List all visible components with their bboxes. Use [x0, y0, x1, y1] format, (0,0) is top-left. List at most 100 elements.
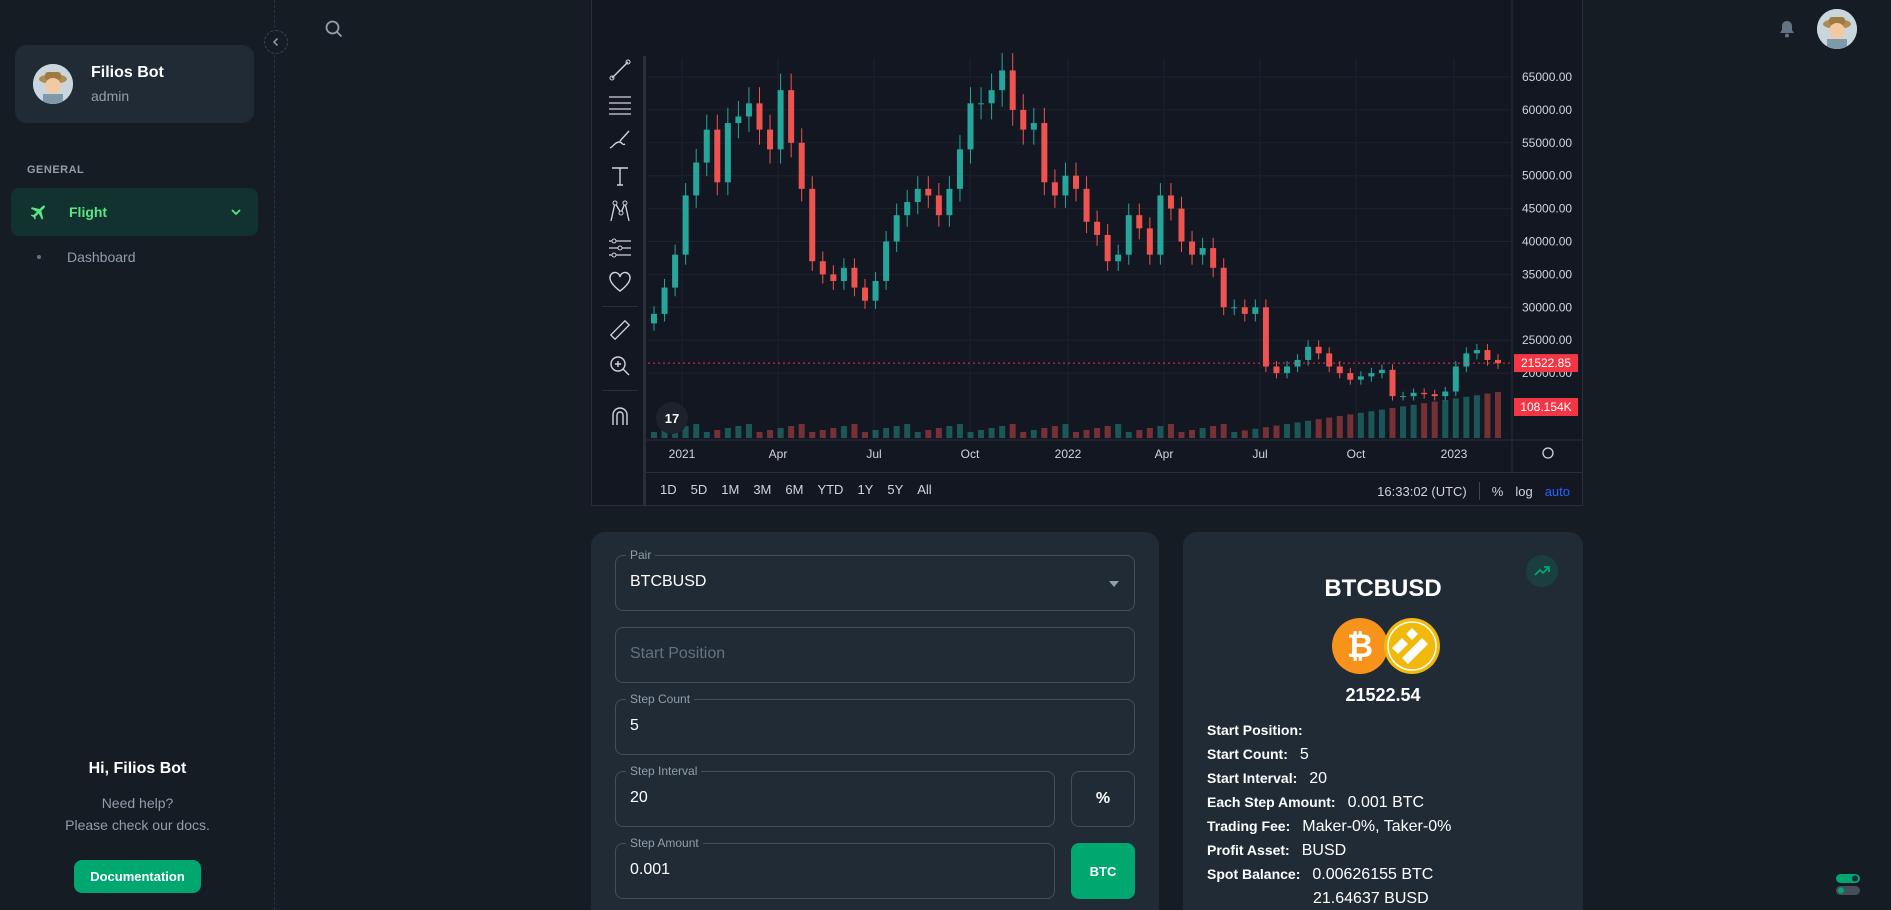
volume-bar [745, 424, 752, 438]
volume-bar [978, 430, 985, 438]
range-5d-button[interactable]: 5D [690, 482, 708, 497]
sidebar: Filios Bot admin GENERAL Flight Dashboar… [0, 0, 275, 910]
candle-body [1073, 175, 1079, 189]
candle-body [1305, 346, 1312, 360]
text-tool-icon[interactable] [606, 162, 634, 190]
range-6m-button[interactable]: 6M [785, 482, 804, 497]
volume-bar [914, 432, 921, 438]
candle-body [1231, 307, 1238, 309]
volume-bar [935, 428, 942, 438]
prediction-icon[interactable] [606, 234, 634, 262]
volume-bar [1284, 424, 1290, 438]
collapse-sidebar-button[interactable] [264, 30, 288, 54]
auto-scale-toggle[interactable]: auto [1544, 483, 1570, 499]
volume-bar [1041, 428, 1048, 438]
pattern-icon[interactable] [606, 198, 634, 226]
row-key: Start Position: [1207, 722, 1303, 738]
candle-body [661, 287, 668, 314]
brush-icon[interactable] [606, 126, 634, 154]
step-interval-input[interactable]: Step Interval 20 [615, 764, 1055, 827]
candle-body [1484, 350, 1491, 360]
pair-select[interactable]: Pair BTCBUSD [615, 548, 1135, 611]
candle-body [1104, 234, 1111, 262]
volume-bar [830, 428, 837, 438]
candle-body [1495, 359, 1501, 364]
ruler-icon[interactable] [606, 316, 634, 344]
step-count-input[interactable]: Step Count 5 [615, 692, 1135, 755]
settings-toggle-icon[interactable] [1830, 866, 1866, 902]
range-all-button[interactable]: All [917, 482, 932, 497]
candle-body [1410, 392, 1417, 397]
sidebar-item-flight[interactable]: Flight [11, 188, 258, 236]
zoom-in-icon[interactable] [606, 352, 634, 380]
volume-bar [1495, 392, 1501, 438]
volume-bar [693, 424, 700, 438]
documentation-button[interactable]: Documentation [74, 860, 201, 893]
bell-icon[interactable] [1777, 19, 1797, 39]
volume-bar [798, 424, 805, 438]
percent-scale-toggle[interactable]: % [1491, 483, 1504, 499]
candle-body [756, 103, 763, 130]
range-1d-button[interactable]: 1D [660, 482, 677, 497]
range-ytd-button[interactable]: YTD [817, 482, 844, 497]
sidebar-item-dashboard[interactable]: Dashboard [37, 249, 136, 265]
volume-bar [1178, 432, 1185, 438]
log-scale-toggle[interactable]: log [1515, 483, 1533, 499]
magnet-icon[interactable] [606, 402, 634, 430]
volume-bar [724, 428, 731, 438]
help-text: Need help? Please check our docs. [0, 792, 275, 836]
user-name: Filios Bot [91, 64, 164, 81]
volume-bar [1051, 426, 1058, 438]
volume-bar [1473, 395, 1480, 438]
volume-bar [1463, 396, 1470, 438]
range-3m-button[interactable]: 3M [753, 482, 772, 497]
price-chart[interactable]: 65000.00 60000.00 55000.00 50000.00 45000.00… [591, 0, 1583, 506]
row-value: 0.001 BTC [1347, 794, 1425, 811]
row-value: 5 [1299, 746, 1309, 763]
range-1y-button[interactable]: 1Y [857, 482, 874, 497]
volume-bar [1442, 400, 1449, 438]
user-role: admin [91, 88, 130, 104]
flight-form: Pair BTCBUSD Start Position Step Count 5… [591, 532, 1159, 910]
volume-bar [1167, 424, 1174, 438]
volume-bar [682, 426, 689, 438]
candle-body [693, 162, 700, 196]
heart-icon[interactable] [606, 268, 634, 296]
row-key: Each Step Amount: [1207, 794, 1336, 810]
candle-body [672, 254, 679, 288]
user-card[interactable]: Filios Bot admin [15, 45, 254, 123]
account-avatar[interactable] [1817, 9, 1857, 49]
volume-bar [1020, 432, 1027, 438]
utc-clock[interactable]: 16:33:02 (UTC) [1377, 483, 1467, 499]
candle-body [1146, 228, 1153, 255]
candle-body [1378, 369, 1385, 374]
candle-body [904, 202, 911, 216]
summary-row: Each Step Amount: 0.001 BTC [1207, 794, 1451, 818]
candle-body [809, 188, 816, 262]
time-tick-label: 2022 [1055, 447, 1082, 461]
candle-body [1041, 123, 1048, 183]
busd-icon [1384, 618, 1440, 674]
volume-bar [1083, 430, 1090, 438]
time-tick-label: 2023 [1441, 447, 1468, 461]
percent-unit-button[interactable]: % [1071, 771, 1135, 827]
search-icon[interactable] [324, 19, 344, 39]
trend-line-icon[interactable] [606, 56, 634, 84]
volume-bar [1030, 430, 1037, 438]
start-position-input[interactable]: Start Position [615, 627, 1135, 683]
range-1m-button[interactable]: 1M [721, 482, 740, 497]
candlestick-chart-canvas[interactable]: 65000.00 60000.00 55000.00 50000.00 45000.00… [592, 0, 1582, 472]
step-amount-input[interactable]: Step Amount 0.001 [615, 836, 1055, 899]
volume-bar [1336, 416, 1343, 438]
time-tick-label: Apr [1155, 447, 1174, 461]
candle-body [988, 90, 995, 104]
candle-body [1178, 208, 1185, 242]
fib-lines-icon[interactable] [606, 90, 634, 118]
range-5y-button[interactable]: 5Y [887, 482, 904, 497]
candle-body [925, 188, 932, 196]
coin-pair-icons: ₿ [1332, 618, 1440, 674]
btc-unit-button[interactable]: BTC [1071, 843, 1135, 899]
volume-bar [1241, 430, 1248, 438]
trending-up-button[interactable] [1526, 555, 1558, 587]
volume-bar [767, 430, 774, 438]
